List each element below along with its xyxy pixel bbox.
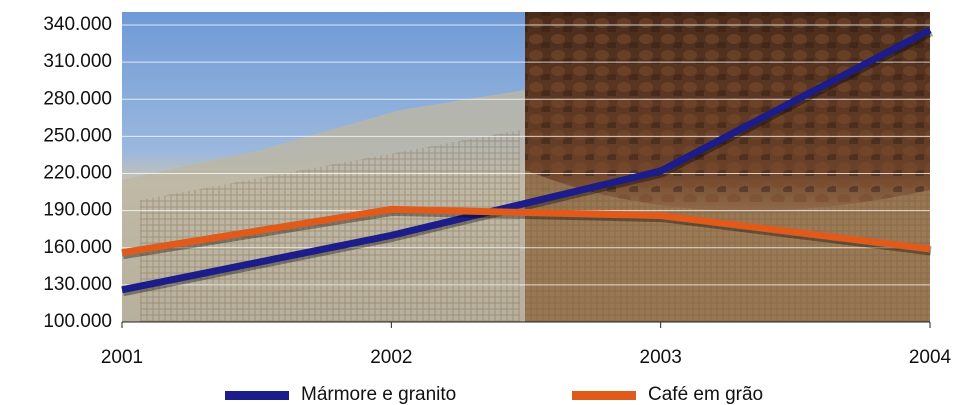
x-tick-label: 2004: [909, 347, 952, 368]
y-tick-label: 250.000: [43, 125, 112, 146]
x-tick-label: 2003: [640, 347, 682, 368]
y-tick-label: 220.000: [43, 163, 112, 184]
x-tick-label: 2001: [101, 347, 143, 368]
lines: [121, 26, 934, 297]
legend-swatch: [572, 391, 636, 400]
plot-background: [122, 12, 930, 322]
labels: 100.000 130.000 160.000 190.000 220.000 250.0…: [43, 14, 951, 405]
y-tick-label: 280.000: [43, 88, 112, 109]
y-tick-label: 310.000: [43, 51, 112, 72]
y-tick-label: 100.000: [43, 311, 112, 332]
y-tick-label: 190.000: [43, 200, 112, 221]
y-tick-label: 160.000: [43, 237, 112, 258]
x-tick-label: 2002: [370, 347, 412, 368]
y-tick-label: 130.000: [43, 274, 112, 295]
series-line: [121, 26, 932, 294]
series-line: [121, 205, 931, 257]
legend-label: Mármore e granito: [301, 384, 456, 405]
legend-label: Café em grão: [648, 384, 763, 405]
y-tick-label: 340.000: [43, 14, 112, 35]
legend-swatch: [225, 391, 289, 400]
